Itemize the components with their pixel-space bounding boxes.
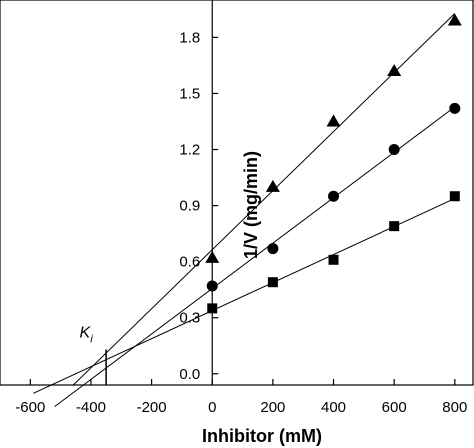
fit-line-square	[33, 198, 456, 394]
x-tick-label: 0	[208, 399, 216, 416]
ki-subscript: i	[90, 333, 93, 345]
y-tick-label: 1.2	[179, 142, 200, 159]
y-tick-label: 1.8	[179, 29, 200, 46]
x-tick-label: -600	[15, 399, 45, 416]
y-tick-label: 0.9	[179, 198, 200, 215]
x-axis-ticks: -600 -400 -200 0 200 400 600 800	[15, 379, 467, 416]
ki-label: Ki	[80, 324, 94, 345]
data-point-circle	[388, 144, 400, 156]
fit-line-circle	[54, 106, 456, 408]
y-tick-label: 0.0	[179, 366, 200, 383]
y-axis-title: 1/V (mg/min)	[241, 151, 261, 259]
data-points	[205, 13, 462, 314]
data-point-triangle	[326, 114, 341, 127]
x-tick-label: -400	[76, 399, 106, 416]
x-tick-label: 400	[321, 399, 346, 416]
x-tick-label: -200	[137, 399, 167, 416]
data-point-circle	[449, 102, 461, 114]
data-point-square	[449, 191, 460, 202]
fit-line-triangle	[72, 13, 456, 386]
data-point-triangle	[447, 13, 462, 26]
data-point-square	[267, 277, 278, 288]
data-point-square	[389, 221, 400, 232]
data-point-circle	[328, 190, 340, 202]
x-tick-label: 200	[260, 399, 285, 416]
x-tick-label: 800	[442, 399, 467, 416]
data-point-triangle	[205, 250, 220, 263]
x-tick-label: 600	[382, 399, 407, 416]
y-tick-label: 0.3	[179, 310, 200, 327]
data-point-triangle	[387, 64, 402, 77]
data-point-circle	[206, 280, 218, 292]
data-point-square	[207, 303, 218, 314]
y-tick-label: 1.5	[179, 85, 200, 102]
plot-frame	[0, 0, 474, 386]
data-point-square	[328, 254, 339, 265]
data-point-circle	[267, 243, 279, 255]
y-tick-label: 0.6	[179, 254, 200, 271]
x-axis-title: Inhibitor (mM)	[202, 426, 322, 446]
data-point-triangle	[265, 179, 280, 192]
